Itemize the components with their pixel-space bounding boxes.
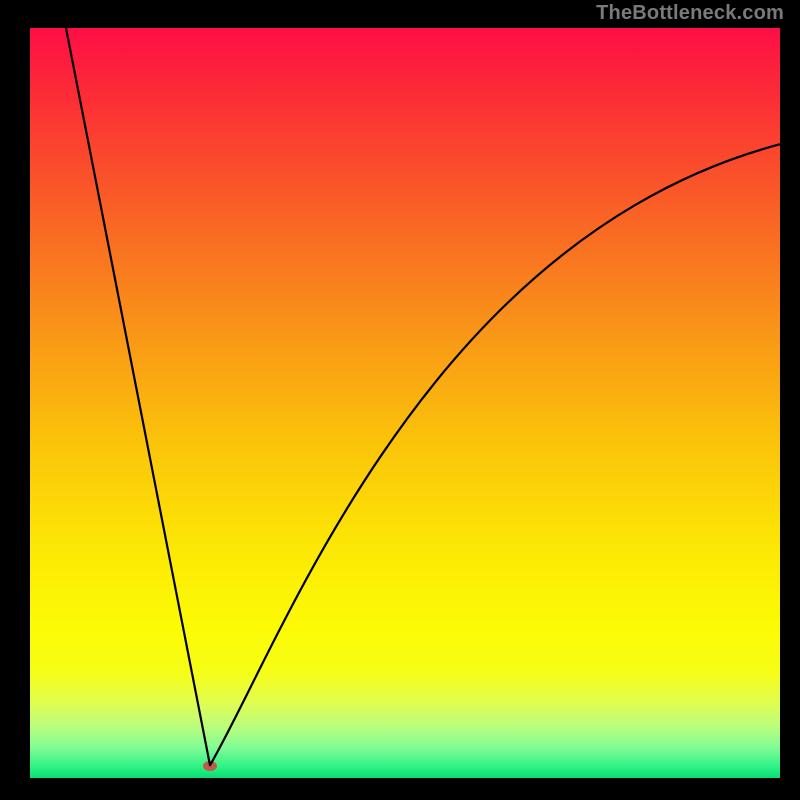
chart-svg (30, 28, 780, 778)
watermark-text: TheBottleneck.com (596, 2, 784, 25)
bottleneck-chart (30, 28, 780, 778)
chart-frame: TheBottleneck.com (0, 0, 800, 800)
gradient-background (30, 28, 780, 778)
